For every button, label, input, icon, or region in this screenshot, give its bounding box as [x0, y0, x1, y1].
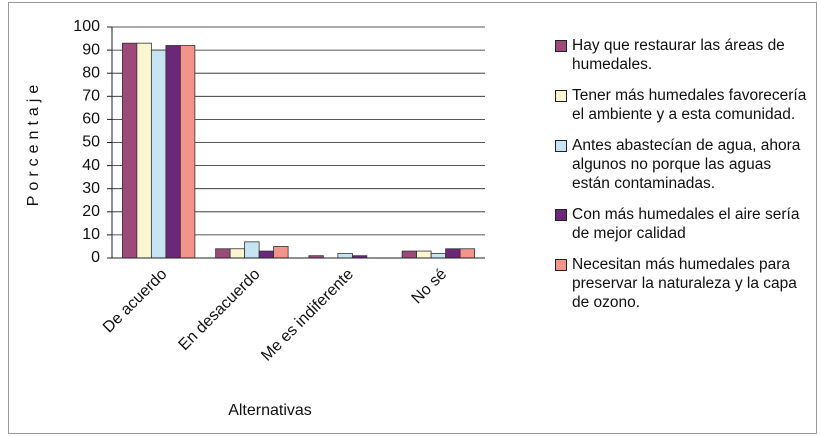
y-tick-label: 20	[82, 203, 100, 220]
y-tick-label: 100	[73, 18, 100, 35]
x-axis-title: Alternativas	[228, 402, 312, 419]
bar	[445, 248, 461, 259]
y-tick-label: 0	[91, 249, 100, 266]
legend-label: Hay que restaurar las áreas de humedales…	[572, 37, 785, 73]
frame	[8, 2, 817, 434]
legend-entry: Antes abastecían de agua, ahora algunos …	[555, 136, 813, 193]
legend-swatch	[555, 259, 567, 271]
legend-entry: Necesitan más humedales para preservar l…	[555, 255, 813, 312]
legend-swatch	[555, 90, 567, 102]
bar	[337, 252, 353, 259]
legend-label: Tener más humedales favorecería el ambie…	[572, 87, 807, 123]
x-tick-label: En desacuerdo	[176, 266, 264, 354]
x-tick-label: Me es indiferente	[258, 266, 357, 365]
y-tick-label: 60	[82, 111, 100, 128]
legend-entry: Con más humedales el aire sería de mejor…	[555, 205, 813, 243]
x-tick-label: De acuerdo	[100, 266, 171, 337]
bar	[258, 250, 275, 259]
legend-entry: Tener más humedales favorecería el ambie…	[555, 86, 813, 124]
bar	[121, 42, 138, 259]
bar	[244, 241, 260, 259]
bar	[459, 248, 476, 259]
bar	[165, 45, 181, 259]
x-tick-label: No sé	[409, 266, 451, 308]
bar	[273, 246, 289, 259]
legend-label: Con más humedales el aire sería de mejor…	[572, 206, 800, 242]
legend-label: Antes abastecían de agua, ahora algunos …	[572, 137, 801, 192]
legend-swatch	[555, 140, 567, 152]
legend: Hay que restaurar las áreas de humedales…	[555, 36, 813, 324]
bar	[179, 45, 196, 259]
y-tick-label: 80	[82, 64, 100, 81]
bar	[430, 252, 447, 259]
legend-entry: Hay que restaurar las áreas de humedales…	[555, 36, 813, 74]
bar	[150, 49, 167, 259]
bar	[416, 250, 432, 259]
y-axis-title: Porcentaje	[25, 80, 42, 207]
legend-swatch	[555, 40, 567, 52]
y-tick-label: 40	[82, 157, 100, 174]
y-tick-label: 10	[82, 226, 100, 243]
y-tick-label: 50	[82, 134, 100, 151]
y-tick-label: 70	[82, 88, 100, 105]
bar	[401, 250, 418, 259]
bar	[215, 248, 231, 259]
y-tick-label: 90	[82, 41, 100, 58]
legend-label: Necesitan más humedales para preservar l…	[572, 256, 797, 311]
legend-swatch	[555, 209, 567, 221]
bar	[136, 42, 152, 259]
bar	[229, 248, 246, 259]
y-tick-label: 30	[82, 180, 100, 197]
